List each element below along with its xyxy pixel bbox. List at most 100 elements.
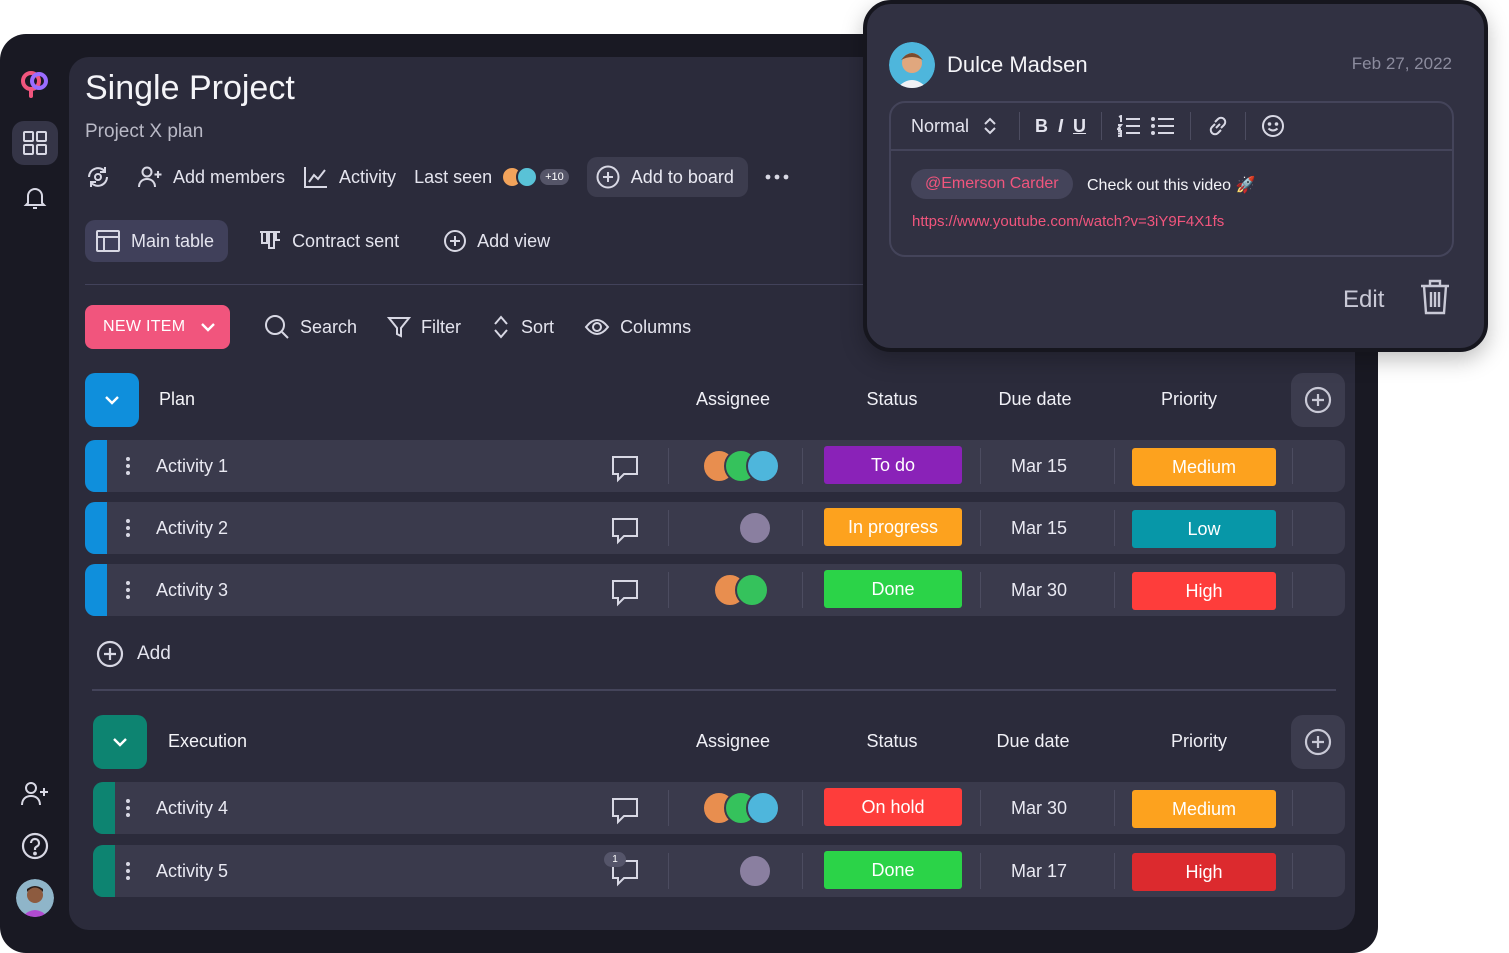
status-badge[interactable]: To do [824,446,962,484]
add-to-board-button[interactable]: Add to board [586,157,748,197]
plus-circle-icon [444,230,467,252]
comment-link[interactable]: https://www.youtube.com/watch?v=3iY9F4X1… [912,213,1225,230]
due-date[interactable]: Mar 17 [1011,861,1068,881]
add-column-button[interactable] [1291,373,1345,427]
avatar [746,791,780,825]
tab-main-table[interactable]: Main table [85,220,229,262]
help-icon[interactable] [12,824,58,868]
priority-badge[interactable]: High [1132,853,1276,891]
search-label: Search [300,316,358,337]
table-row[interactable]: Activity 5 1 Done Mar 17 High [93,845,1345,897]
filter-icon [387,317,412,338]
user-avatar[interactable] [12,876,58,920]
ordered-list-icon[interactable] [1117,115,1141,137]
status-badge[interactable]: On hold [824,788,962,826]
mention-tag[interactable]: @Emerson Carder [911,169,1073,199]
comment-icon[interactable] [610,577,640,607]
column-header-priority[interactable]: Priority [1160,389,1218,409]
more-options-icon[interactable] [764,173,790,181]
row-color-bar [85,564,107,616]
column-header-priority[interactable]: Priority [1170,731,1228,751]
text-style-select[interactable]: Normal [911,116,997,137]
more-count-badge: +10 [540,169,569,185]
status-badge[interactable]: Done [824,851,962,889]
bell-icon[interactable] [12,176,58,220]
comment-icon[interactable] [610,453,640,483]
bold-icon[interactable]: B [1035,115,1049,136]
status-badge[interactable]: In progress [824,508,962,546]
column-header-due-date[interactable]: Due date [998,389,1072,409]
row-name[interactable]: Activity 1 [156,456,229,476]
status-badge[interactable]: Done [824,570,962,608]
add-user-icon[interactable] [12,772,58,816]
row-name[interactable]: Activity 3 [156,580,229,600]
due-date[interactable]: Mar 30 [1011,580,1068,600]
text-style-value: Normal [911,115,970,136]
comment-editor[interactable]: Normal B I U @Emerson Carder Check out t… [889,101,1454,257]
drag-handle-icon[interactable] [125,578,131,602]
column-header-assignee[interactable]: Assignee [695,731,771,751]
filter-label: Filter [421,316,462,337]
table-row[interactable]: Activity 3 Done Mar 30 High [85,564,1345,616]
bullet-list-icon[interactable] [1151,116,1175,136]
header-divider [85,284,865,285]
logo-icon[interactable] [12,62,58,106]
add-members-button[interactable]: Add members [137,165,285,189]
chart-line-icon [304,167,328,188]
filter-button[interactable]: Filter [387,315,461,339]
drag-handle-icon[interactable] [125,796,131,820]
table-row[interactable]: Activity 2 In progress Mar 15 Low [85,502,1345,554]
comment-icon[interactable] [610,515,640,545]
drag-handle-icon[interactable] [125,516,131,540]
group-name: Plan [159,389,196,409]
due-date[interactable]: Mar 30 [1011,798,1068,818]
column-header-assignee[interactable]: Assignee [695,389,771,409]
trash-icon[interactable] [1419,278,1451,316]
column-header-status[interactable]: Status [866,389,918,409]
priority-badge[interactable]: High [1132,572,1276,610]
assignee-avatars[interactable] [713,573,769,607]
tab-contract-sent[interactable]: Contract sent [248,220,413,262]
sort-button[interactable]: Sort [491,314,554,340]
emoji-icon[interactable] [1261,114,1285,138]
comment-icon[interactable] [610,795,640,825]
drag-handle-icon[interactable] [125,454,131,478]
last-seen[interactable]: Last seen +10 [414,166,569,188]
assignee-avatars[interactable] [738,854,772,888]
table-row[interactable]: Activity 1 To do Mar 15 Medium [85,440,1345,492]
add-column-button[interactable] [1291,715,1345,769]
priority-badge[interactable]: Medium [1132,448,1276,486]
row-name[interactable]: Activity 5 [156,861,229,881]
priority-badge[interactable]: Low [1132,510,1276,548]
link-icon[interactable] [1206,114,1230,138]
group-toggle-button[interactable] [93,715,147,769]
add-view-button[interactable]: Add view [433,220,564,262]
assignee-avatars[interactable] [738,511,772,545]
dashboard-icon[interactable] [12,121,58,165]
row-name[interactable]: Activity 4 [156,798,229,818]
comment-button[interactable]: 1 [604,852,642,889]
group-toggle-button[interactable] [85,373,139,427]
plus-circle-icon [1304,386,1332,414]
row-name[interactable]: Activity 2 [156,518,229,538]
new-item-button[interactable]: NEW ITEM [85,305,230,349]
sync-icon[interactable] [85,164,111,190]
columns-button[interactable]: Columns [584,317,691,338]
due-date[interactable]: Mar 15 [1011,456,1068,476]
priority-badge[interactable]: Medium [1132,790,1276,828]
column-header-due-date[interactable]: Due date [996,731,1070,751]
avatar [746,449,780,483]
assignee-avatars[interactable] [702,449,780,483]
column-header-status[interactable]: Status [866,731,918,751]
activity-button[interactable]: Activity [303,165,396,189]
sort-icon [494,315,508,339]
add-item-button[interactable]: Add [95,639,171,669]
italic-icon[interactable]: I [1058,115,1064,136]
underline-icon[interactable]: U [1073,115,1087,136]
assignee-avatars[interactable] [702,791,780,825]
edit-button[interactable]: Edit [1343,286,1385,313]
search-button[interactable]: Search [264,314,357,340]
drag-handle-icon[interactable] [125,859,131,883]
table-row[interactable]: Activity 4 On hold Mar 30 Medium [93,782,1345,834]
due-date[interactable]: Mar 15 [1011,518,1068,538]
